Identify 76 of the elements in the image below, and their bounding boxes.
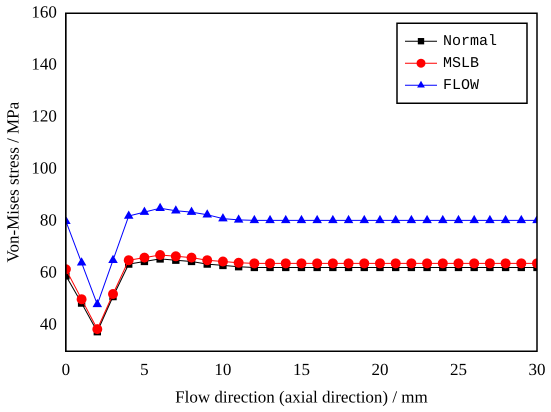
point <box>454 215 463 224</box>
point <box>234 258 244 268</box>
point <box>359 258 370 268</box>
point <box>265 258 276 268</box>
point <box>124 211 134 219</box>
point <box>297 215 306 224</box>
point <box>469 258 480 268</box>
point <box>328 258 338 268</box>
y-tick-label: 60 <box>40 262 57 282</box>
point <box>218 256 228 266</box>
point <box>438 215 448 224</box>
point <box>500 258 511 268</box>
y-axis-title: Von-Mises stress / MPa <box>4 101 23 263</box>
point <box>76 294 87 304</box>
legend-label: FLOW <box>443 77 480 94</box>
point <box>312 215 322 224</box>
point <box>360 215 369 224</box>
point <box>312 258 322 268</box>
y-tick-label: 80 <box>40 210 57 230</box>
point <box>218 214 228 222</box>
point <box>108 255 118 263</box>
point <box>296 258 306 268</box>
point <box>376 215 384 224</box>
point <box>453 258 464 268</box>
point <box>516 215 526 224</box>
point <box>406 215 416 224</box>
point <box>281 215 290 224</box>
point <box>250 215 259 224</box>
point <box>202 210 212 218</box>
point <box>374 258 385 268</box>
point <box>470 215 479 224</box>
point <box>124 255 134 266</box>
x-tick-label: 25 <box>450 360 467 379</box>
point <box>108 289 118 299</box>
point <box>92 324 102 334</box>
x-tick-label: 0 <box>62 360 70 379</box>
legend-label: MSLB <box>443 55 480 72</box>
point <box>202 255 212 266</box>
point <box>501 215 510 224</box>
point <box>516 258 526 268</box>
x-tick-label: 5 <box>140 360 149 379</box>
point <box>280 258 291 268</box>
point <box>422 258 432 268</box>
point <box>171 206 180 214</box>
point <box>391 215 400 224</box>
point <box>438 258 448 268</box>
point <box>485 215 494 224</box>
point <box>156 203 165 211</box>
point <box>170 251 181 262</box>
point <box>484 258 495 268</box>
x-tick-label: 15 <box>292 360 310 379</box>
x-axis-title: Flow direction (axial direction) / mm <box>175 387 428 406</box>
point <box>77 258 86 266</box>
point <box>139 252 150 263</box>
point <box>344 215 353 224</box>
legend-label: Normal <box>443 33 498 50</box>
y-tick-label: 40 <box>40 314 57 334</box>
point <box>186 252 197 263</box>
point <box>266 215 274 224</box>
point <box>344 258 354 268</box>
point <box>155 250 166 260</box>
point <box>422 215 432 224</box>
x-tick-label: 30 <box>528 360 546 379</box>
x-tick-label: 10 <box>214 360 232 379</box>
x-tick-label: 20 <box>371 360 388 379</box>
point <box>328 215 338 224</box>
point <box>406 258 416 268</box>
point <box>140 207 149 215</box>
point <box>249 258 260 268</box>
point <box>234 214 244 223</box>
point <box>187 207 196 215</box>
y-tick-label: 120 <box>31 106 57 126</box>
y-tick-label: 140 <box>31 54 57 74</box>
y-tick-label: 100 <box>31 158 57 178</box>
point <box>390 258 401 268</box>
y-tick-label: 160 <box>31 2 57 22</box>
